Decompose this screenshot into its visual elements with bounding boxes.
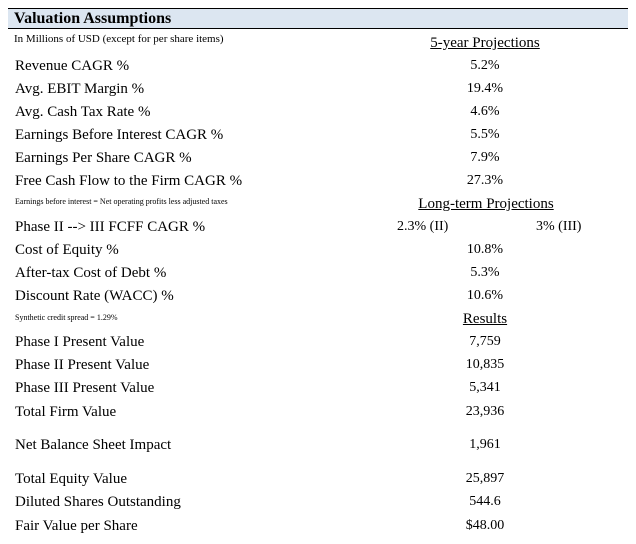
results-header: Results: [462, 311, 508, 327]
row-label: Avg. EBIT Margin %: [15, 81, 145, 97]
row-value: 5,341: [469, 380, 501, 395]
row-value: 544.6: [469, 494, 501, 509]
row-label: Fair Value per Share: [15, 518, 138, 534]
row-value: 10.6%: [466, 288, 504, 303]
row-value: 7,759: [469, 334, 501, 349]
row-label: Phase II Present Value: [15, 357, 150, 373]
title-bar: Valuation Assumptions: [8, 8, 628, 29]
row-value: 27.3%: [466, 173, 504, 188]
row-label: Net Balance Sheet Impact: [15, 437, 172, 453]
row-value: 25,897: [465, 471, 505, 486]
phase-ii-value: 2.3% (II): [397, 219, 449, 234]
subtitle: In Millions of USD (except for per share…: [14, 33, 224, 45]
long-term-header: Long-term Projections: [418, 196, 554, 212]
row-label: Avg. Cash Tax Rate %: [15, 104, 151, 120]
row-label: Phase III Present Value: [15, 380, 155, 396]
phase-cagr-label: Phase II --> III FCFF CAGR %: [15, 219, 206, 235]
row-value: 1,961: [469, 437, 501, 452]
row-value: 5.2%: [470, 58, 500, 73]
row-label: Total Firm Value: [15, 404, 117, 420]
row-label: Revenue CAGR %: [15, 58, 130, 74]
row-value: 10,835: [465, 357, 505, 372]
row-value: $48.00: [465, 518, 505, 533]
credit-spread-note: Synthetic credit spread = 1.29%: [15, 313, 118, 322]
row-label: Diluted Shares Outstanding: [15, 494, 181, 510]
row-label: Earnings Per Share CAGR %: [15, 150, 192, 166]
ebit-note: Earnings before interest = Net operating…: [15, 197, 228, 206]
row-value: 19.4%: [466, 81, 504, 96]
row-value: 5.5%: [470, 127, 500, 142]
phase-iii-value: 3% (III): [536, 219, 582, 234]
row-label: After-tax Cost of Debt %: [15, 265, 167, 281]
page-title: Valuation Assumptions: [14, 10, 172, 27]
row-label: Cost of Equity %: [15, 242, 119, 258]
row-label: Phase I Present Value: [15, 334, 145, 350]
row-label: Total Equity Value: [15, 471, 127, 487]
row-value: 23,936: [465, 404, 505, 419]
row-value: 4.6%: [470, 104, 500, 119]
row-value: 7.9%: [470, 150, 500, 165]
row-label: Earnings Before Interest CAGR %: [15, 127, 224, 143]
row-value: 10.8%: [466, 242, 504, 257]
row-label: Discount Rate (WACC) %: [15, 288, 174, 304]
five-year-header: 5-year Projections: [430, 35, 540, 51]
row-label: Free Cash Flow to the Firm CAGR %: [15, 173, 243, 189]
row-value: 5.3%: [470, 265, 500, 280]
